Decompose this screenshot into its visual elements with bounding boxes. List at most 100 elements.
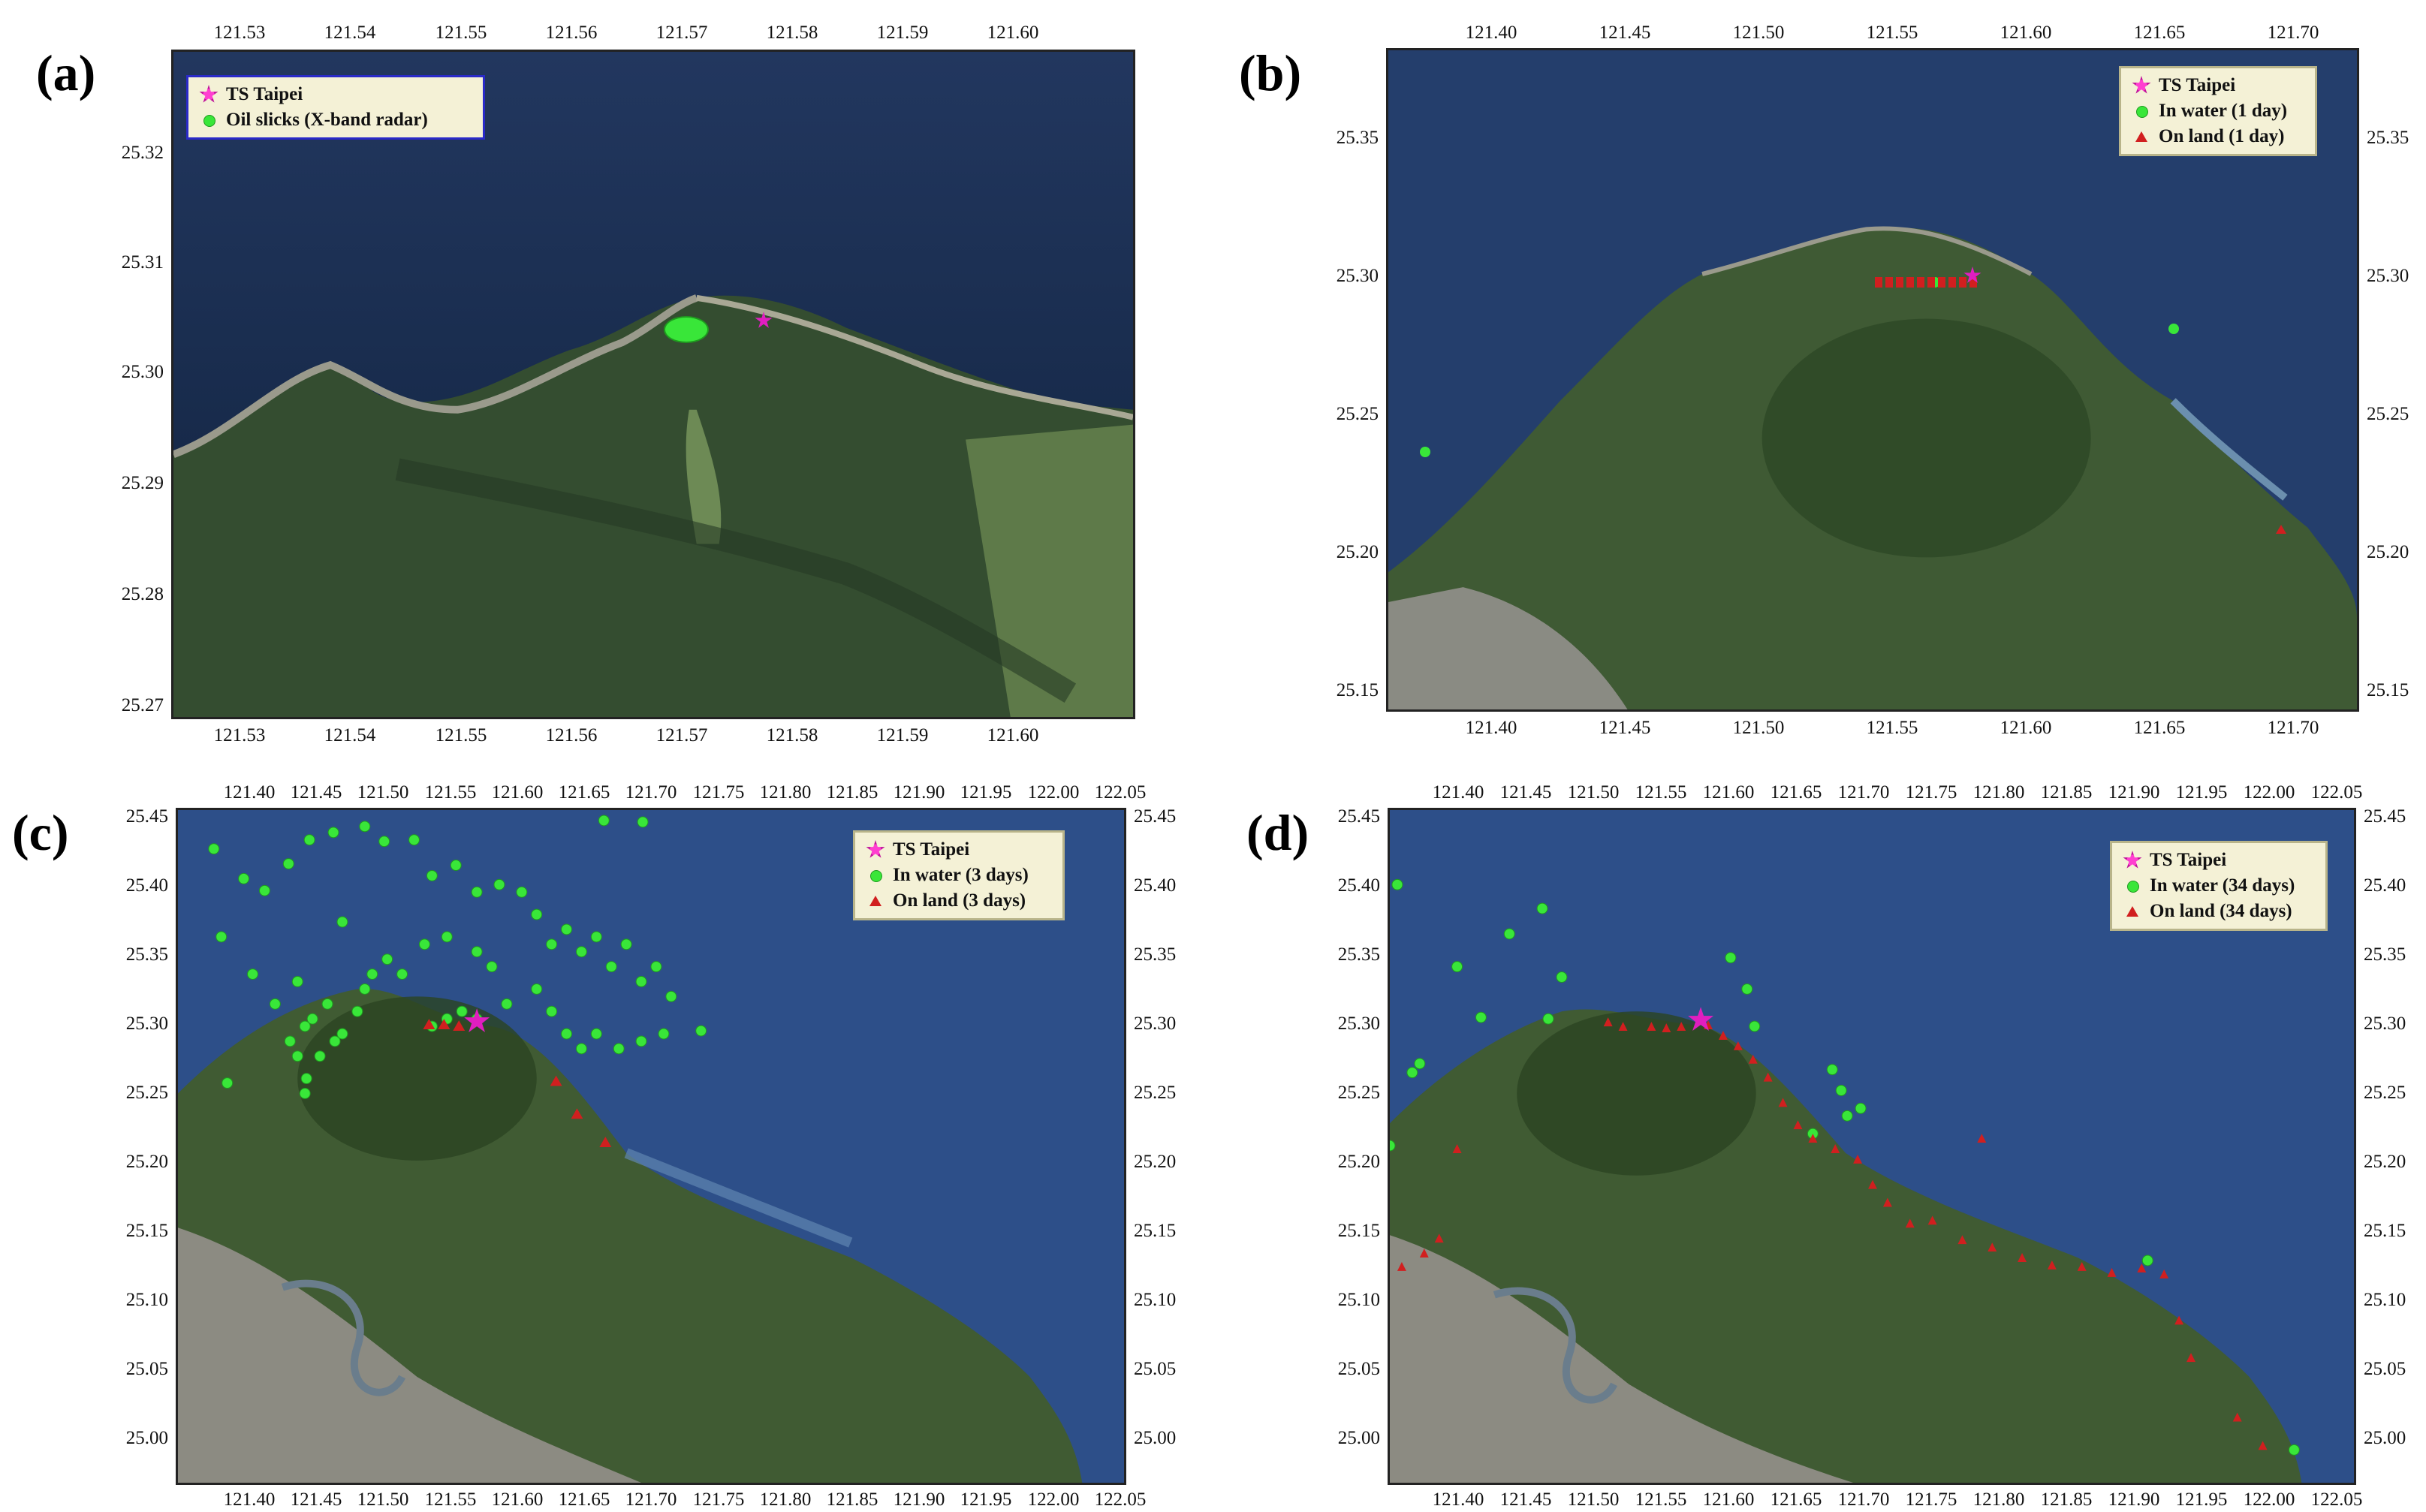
x-tick-top: 121.50 xyxy=(357,782,409,803)
legend-label: In water (1 day) xyxy=(2159,101,2288,121)
y-tick-right: 25.30 xyxy=(1134,1014,1177,1034)
y-tick-right: 25.05 xyxy=(2364,1359,2406,1379)
y-tick-left: 25.30 xyxy=(121,362,164,382)
y-tick-left: 25.31 xyxy=(121,252,164,273)
map-image-c xyxy=(178,810,1124,1483)
y-tick-left: 25.05 xyxy=(125,1359,168,1379)
x-tick-top: 122.00 xyxy=(2243,782,2295,803)
x-tick-bottom: 121.65 xyxy=(1770,1489,1822,1510)
x-tick-bottom: 121.55 xyxy=(424,1489,477,1510)
y-tick-right: 25.00 xyxy=(1134,1428,1177,1448)
magenta-star-icon xyxy=(2130,74,2153,97)
x-tick-top: 121.40 xyxy=(1465,23,1517,43)
legend-item: On land (1 day) xyxy=(2130,124,2306,149)
legend-label: On land (34 days) xyxy=(2150,901,2292,921)
x-tick-top: 121.75 xyxy=(692,782,745,803)
x-tick-top: 121.60 xyxy=(491,782,544,803)
y-tick-left: 25.15 xyxy=(125,1221,168,1241)
x-tick-bottom: 121.57 xyxy=(655,725,708,745)
y-tick-left: 25.35 xyxy=(125,944,168,965)
legend: TS Taipei In water (1 day) On land (1 da… xyxy=(2119,66,2317,156)
x-tick-top: 121.54 xyxy=(324,23,376,43)
x-tick-bottom: 121.54 xyxy=(324,725,376,745)
y-tick-left: 25.20 xyxy=(1337,1152,1380,1172)
x-tick-bottom: 121.50 xyxy=(1732,718,1785,738)
panel-label: (c) xyxy=(12,804,69,861)
on-land-markers xyxy=(1875,277,1980,288)
y-tick-right: 25.05 xyxy=(1134,1359,1177,1379)
y-tick-left: 25.32 xyxy=(121,143,164,163)
x-tick-bottom: 121.60 xyxy=(491,1489,544,1510)
x-tick-top: 121.70 xyxy=(625,782,677,803)
y-tick-right: 25.10 xyxy=(2364,1290,2406,1310)
y-tick-left: 25.25 xyxy=(1336,404,1379,424)
y-tick-left: 25.10 xyxy=(125,1290,168,1310)
y-tick-left: 25.25 xyxy=(125,1083,168,1103)
x-tick-bottom: 121.50 xyxy=(1567,1489,1620,1510)
y-tick-left: 25.35 xyxy=(1337,944,1380,965)
y-tick-right: 25.25 xyxy=(2364,1083,2406,1103)
x-tick-bottom: 121.40 xyxy=(1465,718,1517,738)
x-tick-top: 121.80 xyxy=(1972,782,2025,803)
red-triangle-icon xyxy=(2121,900,2144,923)
magenta-star-icon xyxy=(197,83,220,106)
x-tick-bottom: 121.40 xyxy=(1432,1489,1484,1510)
green-dot-icon xyxy=(2121,875,2144,897)
x-tick-bottom: 122.00 xyxy=(2243,1489,2295,1510)
x-tick-top: 121.50 xyxy=(1567,782,1620,803)
x-tick-top: 121.55 xyxy=(1635,782,1687,803)
x-tick-bottom: 121.50 xyxy=(357,1489,409,1510)
y-tick-right: 25.15 xyxy=(1134,1221,1177,1241)
red-triangle-icon xyxy=(864,890,887,912)
x-tick-bottom: 121.55 xyxy=(1635,1489,1687,1510)
panel-label: (b) xyxy=(1239,44,1302,101)
y-tick-left: 25.10 xyxy=(1337,1290,1380,1310)
x-tick-top: 122.00 xyxy=(1027,782,1080,803)
x-tick-bottom: 121.80 xyxy=(1972,1489,2025,1510)
legend: TS Taipei Oil slicks (X-band radar) xyxy=(186,75,485,140)
map-image-d xyxy=(1390,810,2354,1483)
legend-label: On land (1 day) xyxy=(2159,126,2285,146)
x-tick-top: 121.95 xyxy=(960,782,1012,803)
legend-label: On land (3 days) xyxy=(893,890,1026,911)
x-tick-bottom: 122.05 xyxy=(2310,1489,2363,1510)
x-tick-top: 121.75 xyxy=(1905,782,1957,803)
green-dot-icon xyxy=(864,864,887,887)
x-tick-top: 121.40 xyxy=(223,782,276,803)
legend-label: TS Taipei xyxy=(2150,850,2227,870)
y-tick-right: 25.40 xyxy=(1134,875,1177,896)
x-tick-bottom: 121.95 xyxy=(2175,1489,2228,1510)
y-tick-left: 25.40 xyxy=(125,875,168,896)
x-tick-top: 121.56 xyxy=(545,23,598,43)
x-tick-bottom: 121.65 xyxy=(2133,718,2186,738)
x-tick-bottom: 121.59 xyxy=(876,725,929,745)
x-tick-bottom: 121.80 xyxy=(759,1489,812,1510)
y-tick-left: 25.05 xyxy=(1337,1359,1380,1379)
x-tick-bottom: 121.60 xyxy=(987,725,1039,745)
y-tick-left: 25.30 xyxy=(1336,266,1379,286)
green-dot-icon xyxy=(2130,100,2153,122)
x-tick-top: 121.45 xyxy=(290,782,342,803)
red-triangle-icon xyxy=(2130,125,2153,148)
y-tick-right: 25.15 xyxy=(2367,680,2409,700)
y-tick-left: 25.40 xyxy=(1337,875,1380,896)
legend-item: On land (3 days) xyxy=(864,888,1053,914)
x-tick-bottom: 122.00 xyxy=(1027,1489,1080,1510)
legend-item: TS Taipei xyxy=(864,837,1053,863)
y-tick-left: 25.45 xyxy=(125,806,168,827)
x-tick-top: 121.58 xyxy=(766,23,818,43)
x-tick-top: 121.70 xyxy=(1837,782,1890,803)
x-tick-bottom: 121.70 xyxy=(625,1489,677,1510)
x-tick-bottom: 121.53 xyxy=(213,725,266,745)
magenta-star-icon xyxy=(2121,849,2144,872)
x-tick-top: 121.45 xyxy=(1599,23,1651,43)
green-dot-icon xyxy=(2168,324,2179,334)
legend-item: In water (3 days) xyxy=(864,863,1053,888)
x-tick-top: 121.85 xyxy=(826,782,878,803)
x-tick-bottom: 121.55 xyxy=(435,725,487,745)
x-tick-top: 121.65 xyxy=(2133,23,2186,43)
y-tick-left: 25.35 xyxy=(1336,128,1379,148)
oil-slick-cluster xyxy=(665,318,707,342)
x-tick-bottom: 121.90 xyxy=(2108,1489,2160,1510)
legend-item: In water (1 day) xyxy=(2130,98,2306,124)
